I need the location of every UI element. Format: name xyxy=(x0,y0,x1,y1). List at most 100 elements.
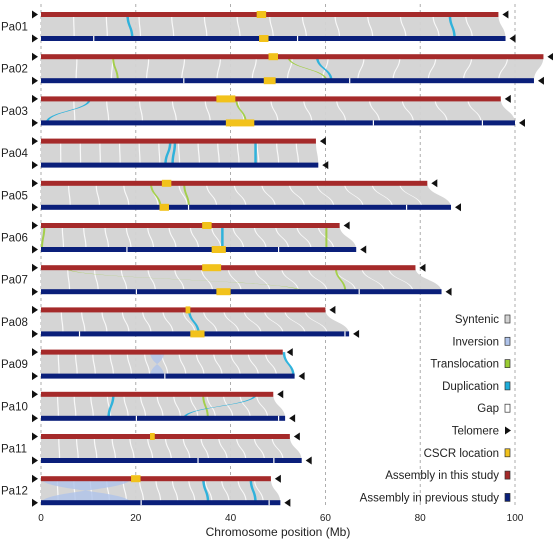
synteny-gap xyxy=(93,267,99,292)
telomere-marker xyxy=(32,137,38,146)
gap-mark xyxy=(197,458,199,463)
synteny-links xyxy=(41,14,544,504)
inversion-band xyxy=(41,478,132,504)
cscr-previous-mark xyxy=(259,35,269,42)
telomere-marker xyxy=(305,456,312,465)
synteny-gap xyxy=(61,225,65,250)
synteny-gap xyxy=(146,56,150,81)
telomere-marker xyxy=(504,94,511,103)
cscr-current-mark xyxy=(202,264,222,272)
chromosome-label: Pa03 xyxy=(1,106,28,118)
synteny-gap xyxy=(434,98,448,123)
synteny-gap xyxy=(106,98,110,123)
synteny-gap xyxy=(162,309,174,334)
previous-assembly-bar xyxy=(41,36,506,41)
synteny-gap xyxy=(251,56,257,81)
synteny-gap xyxy=(261,183,276,208)
translocation-band xyxy=(235,98,247,123)
legend-label: Duplication xyxy=(442,381,499,393)
syntenic-band xyxy=(41,436,302,461)
synteny-gap xyxy=(75,56,78,81)
telomere-marker xyxy=(32,348,38,357)
duplication-band xyxy=(171,141,177,166)
synteny-gap xyxy=(138,14,142,39)
gap-mark xyxy=(349,78,351,84)
synteny-gap xyxy=(276,141,280,166)
synteny-gap xyxy=(121,309,130,334)
previous-assembly-bar xyxy=(41,162,319,168)
synteny-gap xyxy=(399,183,423,208)
legend: Syntenic Inversion Translocation Duplicatio… xyxy=(360,314,511,504)
legend-item-duplication: Duplication xyxy=(442,381,511,393)
telomere-marker xyxy=(343,221,350,230)
duplication-band xyxy=(107,394,115,419)
synteny-gap xyxy=(467,98,482,123)
synteny-gap xyxy=(263,309,284,334)
synteny-gap xyxy=(126,352,133,377)
telomere-marker xyxy=(286,348,293,357)
legend-label: Gap xyxy=(477,403,499,415)
synteny-gap xyxy=(303,98,313,123)
current-assembly-bar xyxy=(41,96,501,102)
chromosome-bars xyxy=(32,10,553,507)
current-assembly-bar xyxy=(41,307,326,313)
x-axis: Chromosome position (Mb) 0 20 40 60 80 100 xyxy=(38,513,524,539)
previous-assembly-bar xyxy=(41,120,515,126)
synteny-gap xyxy=(141,309,152,334)
synteny-gap xyxy=(334,267,357,292)
legend-item-translocation: Translocation xyxy=(430,359,511,371)
synteny-gap xyxy=(178,183,189,208)
synteny-gap xyxy=(218,436,228,461)
synteny-gap xyxy=(203,14,208,39)
chromosome-label: Pa06 xyxy=(1,233,28,245)
chromosome-label: Pa05 xyxy=(1,190,28,202)
translocation-band xyxy=(183,183,190,208)
telomere-marker xyxy=(32,221,38,230)
syntenic-band xyxy=(41,98,515,123)
telomere-marker xyxy=(547,52,553,61)
synteny-gap xyxy=(109,352,115,377)
synteny-gap xyxy=(211,225,222,250)
legend-swatch xyxy=(504,336,511,346)
cscr-current-mark xyxy=(216,95,236,103)
synteny-gap xyxy=(189,225,200,250)
gap-mark xyxy=(358,289,360,295)
cscr-current-mark xyxy=(150,433,155,440)
synteny-gap xyxy=(233,183,247,208)
synteny-gap xyxy=(286,56,293,81)
current-assembly-bar xyxy=(41,180,428,186)
telomere-marker xyxy=(431,179,438,188)
inversion-band xyxy=(150,351,165,377)
synteny-gap xyxy=(138,98,144,123)
telomere-marker xyxy=(284,498,291,507)
synteny-gap xyxy=(247,352,259,377)
x-tick-label: 100 xyxy=(507,513,524,524)
current-assembly-bar xyxy=(41,223,340,228)
synteny-gap xyxy=(75,436,79,461)
current-assembly-bar xyxy=(41,349,283,355)
legend-label: Telomere xyxy=(452,426,499,438)
synteny-gap xyxy=(204,478,213,503)
telomere-marker xyxy=(419,263,426,272)
synteny-gap xyxy=(243,309,262,334)
synteny-gap xyxy=(174,267,185,292)
gap-mark xyxy=(126,247,128,252)
legend-swatch xyxy=(504,359,511,368)
telomere-marker xyxy=(274,474,281,483)
x-axis-label: Chromosome position (Mb) xyxy=(206,525,351,539)
synteny-gap xyxy=(67,183,71,208)
synteny-gap xyxy=(284,309,306,334)
cscr-previous-mark xyxy=(225,119,255,127)
gap-mark xyxy=(78,331,81,337)
legend-label: Syntenic xyxy=(455,314,499,326)
synteny-gap xyxy=(197,141,201,166)
synteny-gap xyxy=(256,141,260,166)
synteny-gap xyxy=(182,436,191,461)
synteny-gap xyxy=(90,394,94,419)
translocation-band xyxy=(64,267,304,292)
synteny-gap xyxy=(271,436,284,461)
telomere-marker xyxy=(32,263,38,272)
chromosome-label: Pa09 xyxy=(1,359,28,371)
synteny-gap xyxy=(498,56,509,81)
